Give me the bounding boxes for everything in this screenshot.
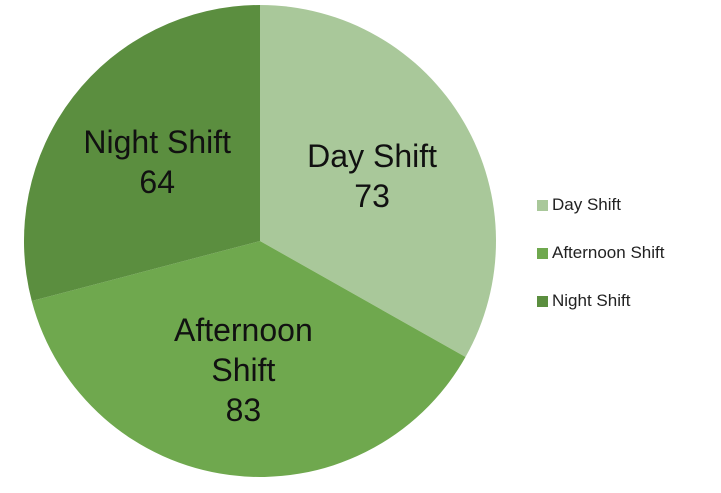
data-label-value: 83	[225, 391, 262, 428]
legend-item: Afternoon Shift	[537, 243, 664, 263]
legend-swatch	[537, 199, 548, 211]
data-label: Day Shift 73	[267, 136, 477, 216]
legend-label: Night Shift	[552, 291, 631, 310]
data-label-name: Night Shift	[83, 123, 232, 160]
legend-swatch	[537, 295, 548, 307]
legend-swatch	[537, 247, 548, 259]
pie-slice	[24, 5, 260, 301]
data-label-value: 73	[354, 177, 390, 214]
data-label: Night Shift 64	[52, 122, 262, 202]
legend-item: Night Shift	[537, 291, 630, 311]
legend-item: Day Shift	[537, 195, 621, 215]
pie-slice	[260, 5, 496, 358]
legend-label: Day Shift	[552, 195, 621, 214]
data-label-name: Afternoon Shift	[173, 311, 313, 388]
legend-label: Afternoon Shift	[552, 243, 665, 262]
pie-slice	[31, 241, 466, 477]
data-label-name: Day Shift	[307, 137, 437, 174]
data-label-value: 64	[139, 163, 175, 200]
data-label: Afternoon Shift 83	[138, 310, 348, 430]
